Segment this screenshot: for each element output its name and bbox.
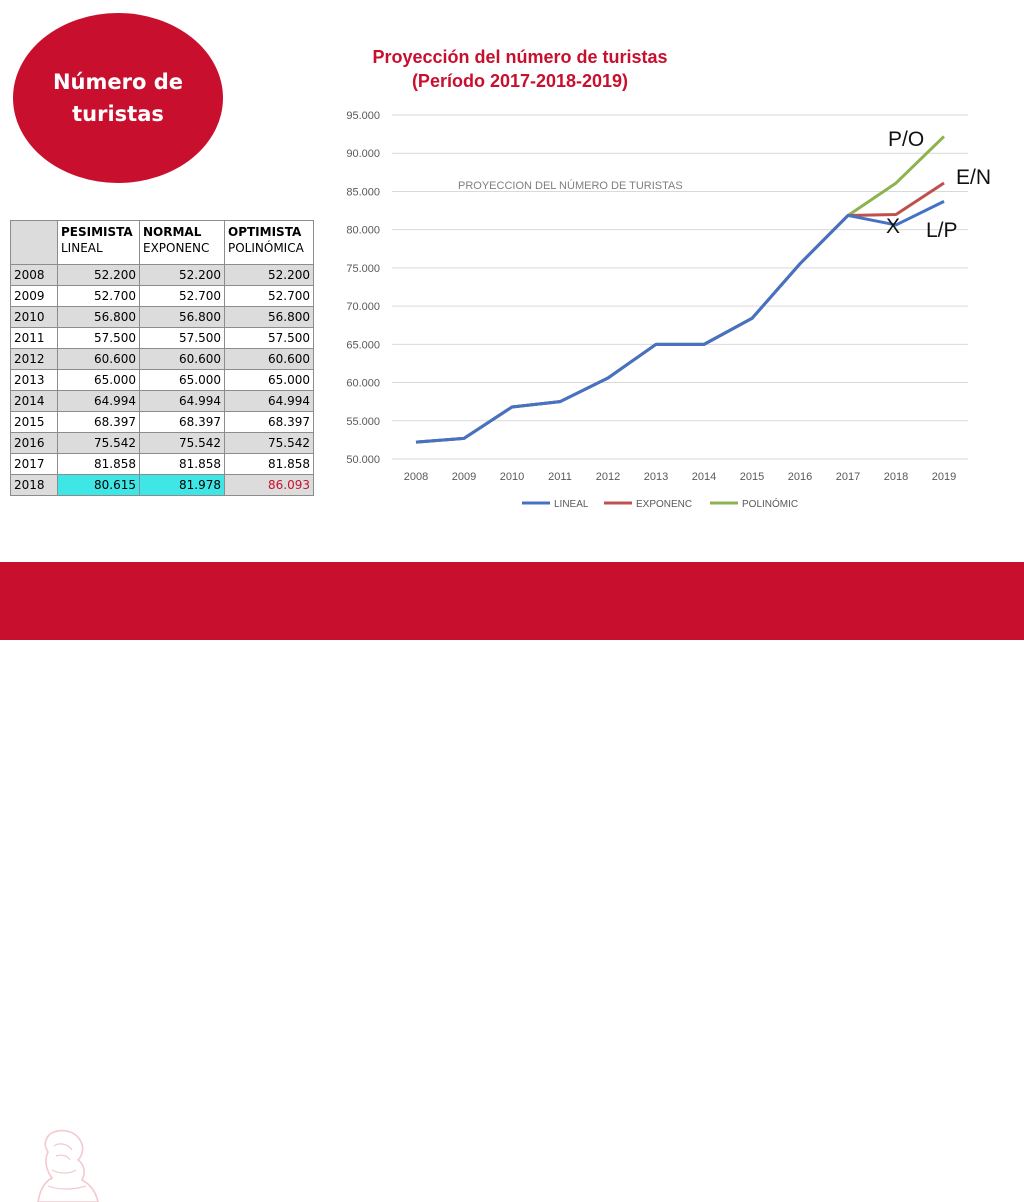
table-row: 2008 52.200 52.200 52.200: [10, 264, 314, 286]
table-row: 2016 75.542 75.542 75.542: [10, 432, 314, 454]
x-tick-label: 2011: [548, 471, 572, 483]
y-tick-label: 65.000: [346, 339, 380, 351]
series-line-exponenc: [415, 181, 945, 444]
x-tick-label: 2012: [596, 471, 620, 483]
header-label: OPTIMISTA: [228, 225, 302, 239]
year-cell: 2015: [10, 411, 58, 433]
year-cell: 2008: [10, 264, 58, 286]
y-tick-label: 75.000: [346, 263, 380, 275]
y-tick-label: 95.000: [346, 110, 380, 122]
year-cell: 2017: [10, 453, 58, 475]
table-header-pessimistic: PESIMISTA LINEAL: [57, 220, 140, 265]
table-header-row: PESIMISTA LINEAL NORMAL EXPONENC OPTIMIS…: [10, 220, 314, 265]
header-sublabel: POLINÓMICA: [228, 241, 304, 255]
x-tick-label: 2019: [932, 471, 956, 483]
badge-line-1: Número de: [52, 70, 184, 94]
value-cell: 64.994: [57, 390, 140, 412]
table-row: 2011 57.500 57.500 57.500: [10, 327, 314, 349]
portrait-logo-icon: [37, 1129, 99, 1202]
slide-title: Proyección del número de turistas (Perío…: [340, 45, 700, 93]
value-cell: 86.093: [224, 474, 314, 496]
university-logo-text: NEBRIJA: [823, 1150, 984, 1187]
table-row: 2014 64.994 64.994 64.994: [10, 390, 314, 412]
slide-title-line-1: Proyección del número de turistas: [372, 47, 668, 67]
tourist-projection-chart: 50.000 55.000 60.000 65.000 70.000 75.000 80.0…: [346, 110, 991, 510]
x-tick-label: 2010: [500, 471, 524, 483]
x-tick-label: 2018: [884, 471, 908, 483]
header-sublabel: EXPONENC: [143, 241, 210, 255]
legend-label: POLINÓMIC: [742, 497, 798, 510]
annotation-label: L/P: [926, 219, 958, 242]
value-cell: 68.397: [224, 411, 314, 433]
value-cell: 80.615: [57, 474, 140, 496]
value-cell: 75.542: [224, 432, 314, 454]
y-tick-label: 85.000: [346, 186, 380, 198]
projection-table: PESIMISTA LINEAL NORMAL EXPONENC OPTIMIS…: [10, 220, 314, 496]
chart-inner-title: PROYECCION DEL NÚMERO DE TURISTAS: [458, 179, 683, 192]
y-tick-label: 80.000: [346, 225, 380, 237]
x-tick-label: 2015: [740, 471, 764, 483]
x-tick-label: 2009: [452, 471, 476, 483]
y-tick-label: 55.000: [346, 416, 380, 428]
table-row: 2018 80.615 81.978 86.093: [10, 474, 314, 496]
y-tick-label: 90.000: [346, 148, 380, 160]
table-header-cell: [10, 220, 58, 265]
value-cell: 68.397: [57, 411, 140, 433]
topic-badge: Número de turistas: [13, 13, 223, 183]
x-tick-label: 2016: [788, 471, 812, 483]
year-cell: 2018: [10, 474, 58, 496]
table-row: 2013 65.000 65.000 65.000: [10, 369, 314, 391]
series-line-lineal: [415, 200, 945, 444]
y-tick-label: 60.000: [346, 378, 380, 390]
header-label: PESIMISTA: [61, 225, 133, 239]
table-row: 2012 60.600 60.600 60.600: [10, 348, 314, 370]
x-tick-label: 2013: [644, 471, 668, 483]
annotation-label: E/N: [956, 166, 991, 189]
x-tick-label: 2014: [692, 471, 716, 483]
slide-title-line-2: (Período 2017-2018-2019): [411, 71, 629, 91]
value-cell: 57.500: [139, 327, 225, 349]
header-label: NORMAL: [143, 225, 202, 239]
legend-label: EXPONENC: [636, 499, 692, 510]
footer-band: UNIVERSIDAD NEBRIJA: [0, 562, 1024, 1202]
y-tick-label: 50.000: [346, 454, 380, 466]
year-cell: 2012: [10, 348, 58, 370]
annotation-label: P/O: [888, 128, 924, 151]
x-tick-label: 2008: [404, 471, 428, 483]
table-header-normal: NORMAL EXPONENC: [139, 220, 225, 265]
header-sublabel: LINEAL: [61, 241, 103, 255]
annotation-label: X: [886, 215, 900, 238]
y-tick-label: 70.000: [346, 301, 380, 313]
badge-line-2: turistas: [72, 102, 164, 126]
value-cell: 56.800: [57, 306, 140, 328]
table-row: 2015 68.397 68.397 68.397: [10, 411, 314, 433]
value-cell: 52.700: [224, 285, 314, 307]
university-top-label: UNIVERSIDAD: [841, 1138, 972, 1150]
value-cell: 65.000: [57, 369, 140, 391]
x-tick-label: 2017: [836, 471, 860, 483]
legend-label: LINEAL: [554, 499, 589, 510]
